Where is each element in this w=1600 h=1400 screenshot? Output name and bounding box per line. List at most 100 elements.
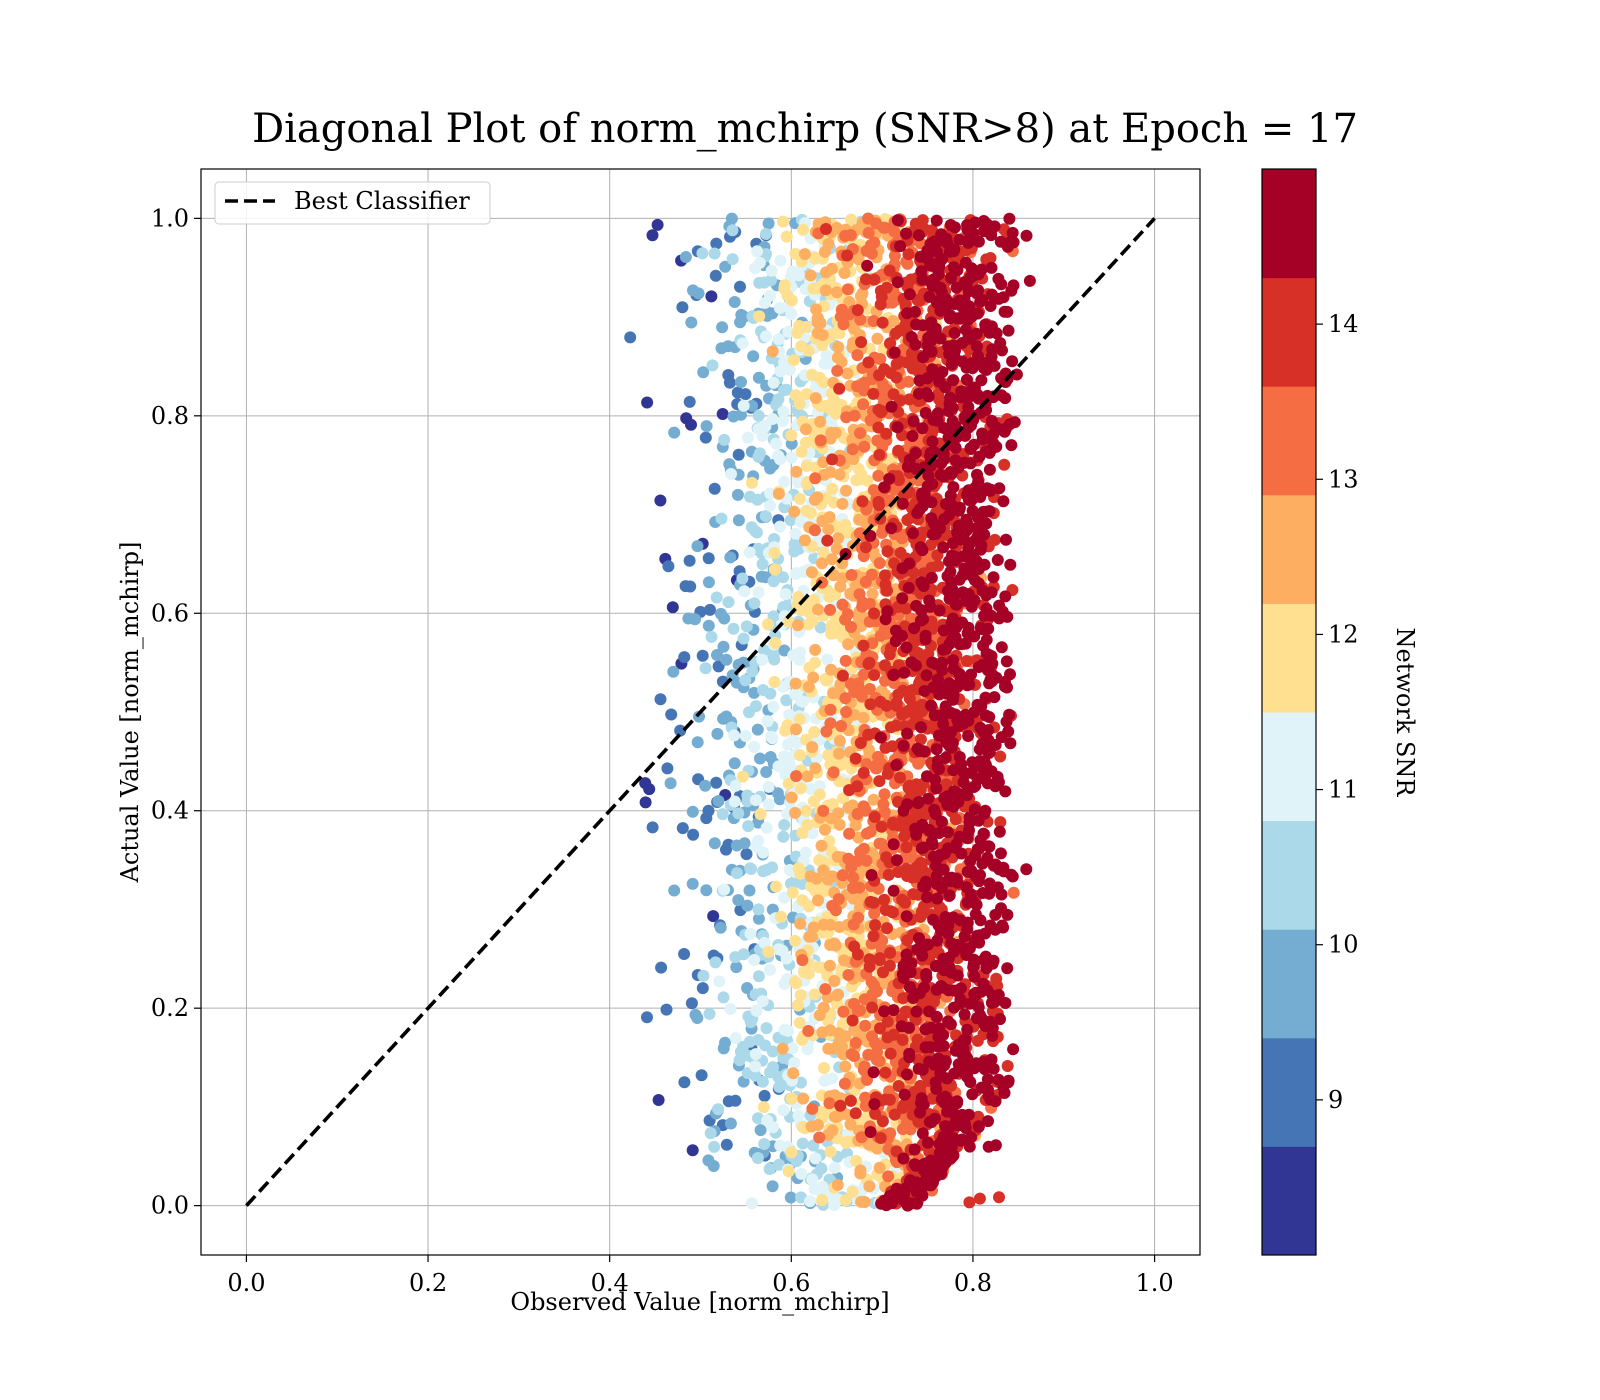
scatter-point [885, 522, 898, 535]
scatter-point [747, 350, 760, 363]
scatter-point [717, 640, 730, 653]
y-axis-label: Actual Value [norm_mchirp] [116, 542, 144, 884]
scatter-point [924, 600, 937, 613]
scatter-point [822, 1042, 835, 1055]
scatter-point [945, 271, 957, 284]
scatter-point [827, 766, 840, 779]
scatter-point [768, 676, 781, 688]
scatter-point [708, 1140, 721, 1153]
scatter-point [922, 469, 935, 482]
scatter-point [732, 448, 745, 461]
scatter-point [873, 557, 886, 570]
scatter-point [840, 484, 852, 497]
scatter-point [925, 1116, 938, 1129]
scatter-point [842, 638, 855, 651]
scatter-point [833, 327, 846, 340]
scatter-point [702, 552, 715, 565]
scatter-point [1001, 962, 1014, 975]
scatter-point [920, 387, 933, 399]
scatter-point [801, 1043, 814, 1056]
scatter-point [739, 730, 752, 742]
scatter-point [710, 591, 723, 604]
scatter-point [995, 888, 1008, 901]
scatter-point [867, 793, 880, 806]
scatter-point [974, 543, 987, 556]
scatter-point [948, 984, 961, 997]
scatter-point [982, 1115, 994, 1128]
scatter-point [841, 283, 854, 296]
scatter-point [752, 1112, 764, 1125]
scatter-point [859, 1019, 872, 1032]
scatter-point [1020, 863, 1033, 876]
scatter-point [796, 1121, 809, 1133]
scatter-point [823, 959, 836, 972]
scatter-point [713, 975, 726, 988]
scatter-point [809, 643, 822, 656]
scatter-point [678, 1076, 691, 1089]
scatter-point [903, 1051, 916, 1064]
scatter-point [753, 447, 766, 460]
scatter-point [692, 287, 705, 300]
scatter-point [894, 771, 906, 784]
colorbar-tick-label: 12 [1328, 620, 1359, 648]
scatter-point [974, 491, 987, 503]
scatter-point [800, 460, 813, 472]
scatter-point [912, 796, 925, 808]
scatter-point [683, 554, 696, 567]
scatter-point [833, 468, 846, 481]
scatter-point [984, 919, 997, 932]
scatter-point [977, 726, 990, 739]
scatter-point [879, 578, 892, 591]
scatter-point [760, 228, 772, 240]
scatter-point [862, 1048, 875, 1061]
scatter-point [913, 745, 926, 758]
scatter-point [871, 1142, 884, 1155]
scatter-point [1006, 870, 1019, 883]
scatter-point [984, 484, 997, 497]
y-tick-label: 1.0 [151, 204, 189, 232]
scatter-point [774, 910, 787, 923]
scatter-point [901, 1199, 914, 1212]
scatter-point [782, 1024, 794, 1037]
scatter-point [691, 540, 704, 553]
scatter-point [873, 448, 886, 461]
scatter-point [892, 795, 904, 808]
scatter-point [807, 671, 820, 684]
scatter-point [851, 304, 864, 317]
scatter-point [745, 863, 758, 875]
scatter-point [708, 247, 721, 260]
colorbar-segment [1262, 277, 1316, 387]
scatter-point [961, 1070, 974, 1083]
scatter-point [722, 369, 735, 381]
scatter-point [926, 1092, 939, 1104]
scatter-point [986, 668, 999, 681]
scatter-point [756, 995, 769, 1008]
scatter-point [767, 700, 780, 713]
scatter-point [760, 330, 772, 343]
scatter-point [778, 977, 791, 990]
scatter-point [710, 237, 723, 250]
scatter-point [860, 854, 873, 867]
scatter-point [808, 493, 821, 506]
scatter-point [734, 280, 746, 293]
scatter-point [866, 1001, 879, 1014]
scatter-point [878, 363, 891, 376]
scatter-point [916, 214, 929, 227]
scatter-point [945, 1151, 958, 1164]
scatter-point [959, 1122, 972, 1134]
scatter-point [932, 1031, 945, 1044]
scatter-point [953, 501, 966, 514]
scatter-point [823, 1097, 836, 1110]
scatter-point [929, 527, 942, 540]
scatter-point [927, 850, 940, 863]
scatter-point [866, 587, 879, 600]
scatter-point [678, 948, 691, 960]
scatter-point [829, 426, 842, 439]
scatter-point [914, 910, 927, 923]
scatter-point [748, 954, 761, 966]
scatter-point [720, 1138, 733, 1151]
scatter-point [847, 871, 860, 884]
scatter-point [828, 1199, 841, 1212]
scatter-point [968, 970, 981, 983]
